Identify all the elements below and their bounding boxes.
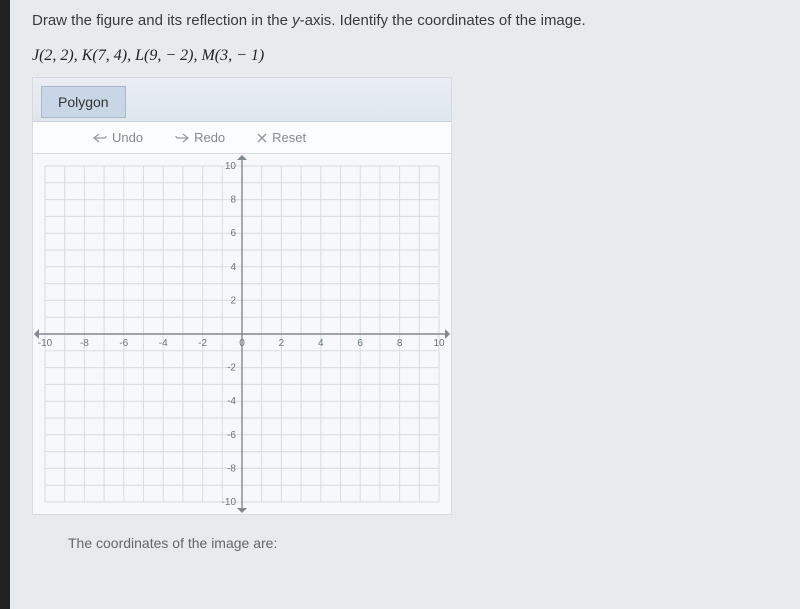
content-area: Draw the figure and its reflection in th… (0, 0, 800, 559)
svg-text:2: 2 (230, 295, 236, 306)
svg-text:-8: -8 (80, 338, 89, 349)
action-bar: Undo Redo Reset (33, 122, 451, 154)
svg-text:-6: -6 (119, 338, 128, 349)
svg-text:-6: -6 (227, 430, 236, 441)
svg-text:10: 10 (433, 338, 445, 349)
axis-variable: y (292, 12, 300, 29)
graph-canvas[interactable]: -10 -8 -6 -4 -2 0 2 4 6 8 10 2 4 6 8 10 -2 -4 -6 -8 -10 (33, 154, 451, 514)
points-list: J(2, 2), K(7, 4), L(9, − 2), M(3, − 1) (32, 47, 770, 65)
svg-text:2: 2 (279, 338, 285, 349)
svg-text:6: 6 (230, 228, 236, 239)
svg-text:-4: -4 (227, 396, 236, 407)
question-prefix: Draw the figure and its reflection in th… (32, 12, 292, 29)
drawing-widget: Polygon Undo Redo Reset -10 -8 -6 -4 -2 0 2 4 6 8… (32, 77, 452, 515)
reset-label: Reset (272, 130, 306, 145)
svg-text:8: 8 (397, 338, 403, 349)
graph-svg: -10 -8 -6 -4 -2 0 2 4 6 8 10 2 4 6 8 10 -2 -4 -6 -8 -10 (33, 154, 451, 514)
svg-text:-10: -10 (222, 497, 237, 508)
widget-header: Polygon (33, 78, 451, 122)
svg-text:-2: -2 (227, 363, 236, 374)
svg-text:6: 6 (357, 338, 363, 349)
svg-text:0: 0 (239, 338, 245, 349)
svg-text:-2: -2 (198, 338, 207, 349)
reset-button[interactable]: Reset (257, 130, 306, 145)
undo-button[interactable]: Undo (93, 130, 143, 145)
svg-text:-10: -10 (38, 338, 53, 349)
answer-prompt: The coordinates of the image are: (68, 535, 770, 551)
svg-text:4: 4 (230, 262, 236, 273)
svg-text:10: 10 (225, 161, 237, 172)
svg-text:-4: -4 (159, 338, 168, 349)
question-text: Draw the figure and its reflection in th… (32, 12, 770, 29)
redo-label: Redo (194, 130, 225, 145)
svg-text:-8: -8 (227, 463, 236, 474)
undo-icon (93, 133, 107, 143)
svg-text:8: 8 (230, 195, 236, 206)
window-left-border (0, 0, 10, 609)
reset-icon (257, 133, 267, 143)
redo-icon (175, 133, 189, 143)
tab-polygon[interactable]: Polygon (41, 86, 126, 118)
redo-button[interactable]: Redo (175, 130, 225, 145)
svg-text:4: 4 (318, 338, 324, 349)
question-suffix: -axis. Identify the coordinates of the i… (300, 12, 586, 29)
undo-label: Undo (112, 130, 143, 145)
